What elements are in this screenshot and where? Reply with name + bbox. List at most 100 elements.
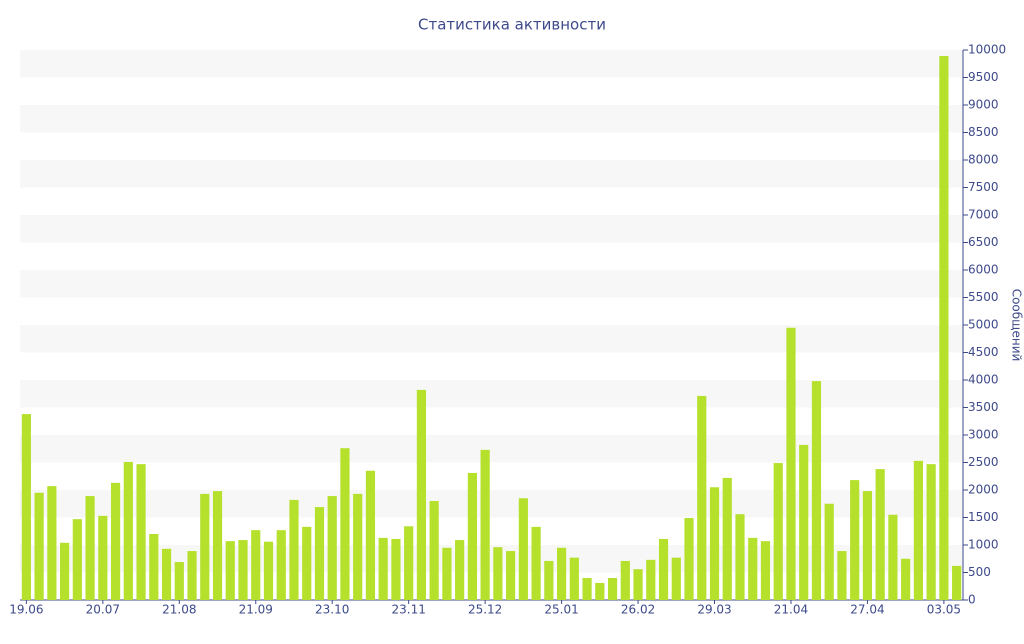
bar — [404, 526, 414, 600]
bar — [72, 519, 82, 600]
x-tick-label: 25.12 — [468, 603, 502, 617]
bar — [544, 560, 554, 600]
x-tick-label: 19.06 — [9, 603, 43, 617]
y-tick-label: 2000 — [968, 483, 999, 497]
bar — [276, 530, 286, 600]
bar — [697, 395, 707, 600]
bar — [327, 496, 337, 600]
bar — [442, 547, 452, 600]
bar — [786, 327, 796, 600]
bar — [760, 541, 771, 600]
chart-title: Статистика активности — [418, 16, 606, 34]
bar — [123, 461, 133, 600]
bar — [748, 537, 758, 600]
bar — [773, 463, 783, 600]
y-tick-label: 4000 — [968, 373, 999, 387]
bar — [480, 449, 490, 600]
x-tick-label: 20.07 — [86, 603, 120, 617]
grid-band — [20, 325, 963, 353]
y-tick-label: 1000 — [968, 538, 999, 552]
grid-band — [20, 435, 963, 463]
bar — [60, 542, 70, 600]
bar — [926, 464, 936, 600]
bar — [811, 381, 822, 600]
bar — [518, 498, 528, 600]
bar — [875, 469, 885, 600]
bar — [34, 492, 44, 600]
bar — [582, 578, 592, 600]
y-tick-label: 7500 — [968, 180, 999, 194]
bar — [149, 534, 159, 600]
bar — [416, 389, 426, 600]
x-tick-label: 23.10 — [315, 603, 349, 617]
bar — [340, 448, 350, 600]
y-tick-label: 8000 — [968, 153, 999, 167]
bar — [684, 518, 694, 600]
bar — [136, 464, 146, 600]
bar — [85, 496, 95, 600]
bar — [493, 547, 503, 600]
bar — [633, 569, 643, 600]
bar — [110, 482, 121, 600]
bar — [913, 460, 923, 600]
bar — [200, 493, 210, 600]
x-tick-label: 21.04 — [774, 603, 808, 617]
x-tick-label: 25.01 — [544, 603, 578, 617]
bar — [888, 514, 898, 600]
x-tick-label: 23.11 — [391, 603, 425, 617]
bar — [595, 582, 605, 600]
bar — [365, 470, 376, 600]
bar — [314, 507, 325, 600]
bar — [302, 526, 312, 600]
grid-band — [20, 380, 963, 408]
bar — [98, 515, 108, 600]
bar — [225, 541, 235, 600]
bar — [531, 526, 541, 600]
y-tick-label: 2500 — [968, 455, 999, 469]
bar — [263, 541, 274, 600]
y-tick-label: 5500 — [968, 290, 999, 304]
y-tick-label: 0 — [968, 593, 976, 607]
y-tick-label: 4500 — [968, 345, 999, 359]
y-tick-label: 8500 — [968, 125, 999, 139]
y-tick-label: 3000 — [968, 428, 999, 442]
y-tick-label: 10000 — [968, 43, 1006, 57]
bar — [671, 557, 681, 600]
grid-band — [20, 545, 963, 573]
bar — [862, 491, 873, 600]
y-tick-label: 5000 — [968, 318, 999, 332]
bar — [455, 540, 465, 600]
bar — [722, 477, 732, 600]
x-tick-label: 27.04 — [850, 603, 884, 617]
bar — [212, 491, 223, 600]
bar — [467, 472, 477, 600]
bar — [251, 530, 261, 600]
bar — [557, 547, 567, 600]
bar — [799, 444, 809, 600]
bar — [620, 560, 630, 600]
bar — [646, 559, 656, 600]
y-tick-label: 7000 — [968, 208, 999, 222]
y-tick-label: 6500 — [968, 235, 999, 249]
bar — [187, 551, 197, 600]
y-tick-label: 1500 — [968, 510, 999, 524]
x-tick-label: 26.02 — [621, 603, 655, 617]
bar — [21, 414, 31, 600]
bar — [174, 562, 184, 600]
y-tick-label: 9500 — [968, 70, 999, 84]
bar — [952, 565, 962, 600]
bar — [506, 551, 516, 600]
bar — [378, 537, 388, 600]
bar — [735, 514, 745, 600]
grid-band — [20, 490, 963, 518]
grid-band — [20, 270, 963, 298]
x-tick-label: 21.09 — [239, 603, 273, 617]
bar — [824, 503, 834, 600]
bar — [289, 499, 299, 600]
x-tick-label: 03.05 — [927, 603, 961, 617]
bar — [47, 486, 57, 600]
bar — [353, 493, 363, 600]
bar — [161, 548, 172, 600]
grid-band — [20, 50, 963, 78]
